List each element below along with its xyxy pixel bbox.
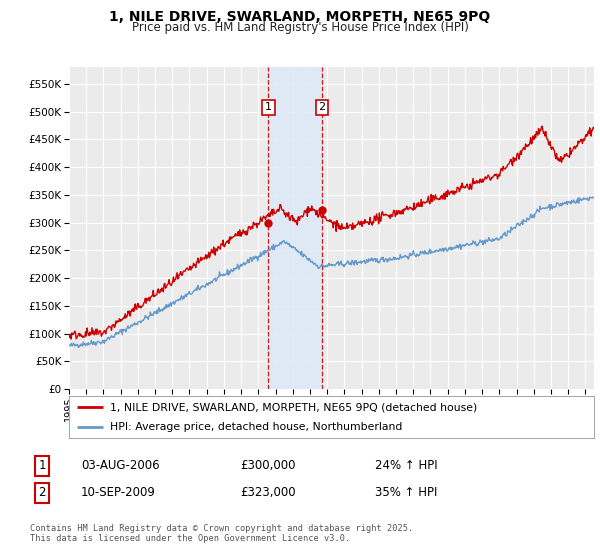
Text: 2: 2 (318, 102, 325, 113)
Text: 1, NILE DRIVE, SWARLAND, MORPETH, NE65 9PQ (detached house): 1, NILE DRIVE, SWARLAND, MORPETH, NE65 9… (110, 402, 477, 412)
Text: Contains HM Land Registry data © Crown copyright and database right 2025.
This d: Contains HM Land Registry data © Crown c… (30, 524, 413, 543)
Text: HPI: Average price, detached house, Northumberland: HPI: Average price, detached house, Nort… (110, 422, 403, 432)
Text: £300,000: £300,000 (240, 459, 296, 473)
Text: 2: 2 (38, 486, 46, 500)
Text: 1: 1 (38, 459, 46, 473)
Text: £323,000: £323,000 (240, 486, 296, 500)
Text: 1: 1 (265, 102, 272, 113)
Text: 03-AUG-2006: 03-AUG-2006 (81, 459, 160, 473)
Text: 10-SEP-2009: 10-SEP-2009 (81, 486, 156, 500)
Text: 24% ↑ HPI: 24% ↑ HPI (375, 459, 437, 473)
Text: Price paid vs. HM Land Registry's House Price Index (HPI): Price paid vs. HM Land Registry's House … (131, 21, 469, 34)
Bar (268, 67, 322, 389)
Text: 35% ↑ HPI: 35% ↑ HPI (375, 486, 437, 500)
Text: 1, NILE DRIVE, SWARLAND, MORPETH, NE65 9PQ: 1, NILE DRIVE, SWARLAND, MORPETH, NE65 9… (109, 10, 491, 24)
